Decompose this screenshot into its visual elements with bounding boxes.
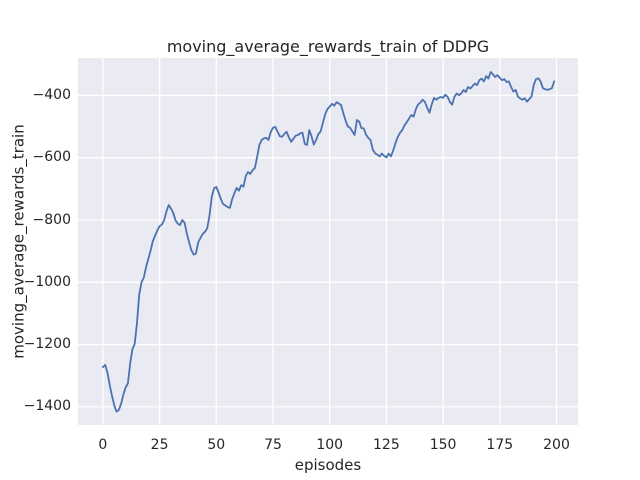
x-axis-label: episodes bbox=[294, 456, 362, 474]
chart-title: moving_average_rewards_train of DDPG bbox=[166, 37, 490, 56]
y-axis-label: moving_average_rewards_train bbox=[9, 124, 28, 359]
